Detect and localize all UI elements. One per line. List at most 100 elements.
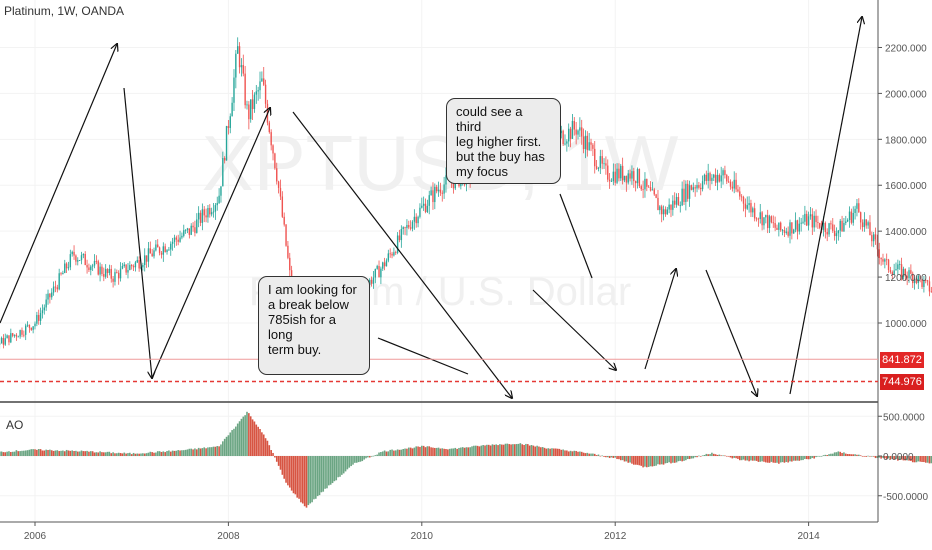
candle-body [923,280,925,287]
candle-body [220,186,222,196]
candle-body [674,200,676,205]
candle-body [634,181,637,184]
ao-bar [95,452,98,456]
ao-bar [231,430,233,456]
candle-body [603,163,605,165]
candle-body [136,259,138,263]
candle-body [577,130,579,135]
candle-body [144,255,146,266]
ao-bar [830,453,832,456]
ao-bar [712,453,715,456]
ao-bar [460,447,462,456]
candle-body [850,211,853,223]
ao-bar [168,450,170,456]
candle-body [787,231,789,236]
candle-body [236,46,239,54]
ao-bar [696,456,698,458]
ao-bar [835,452,838,456]
ao-bar [465,447,468,456]
ao-bar [486,444,488,456]
ao-bar [582,452,585,456]
ao-bar [882,456,884,458]
candle-body [746,205,748,209]
ao-bar [147,452,150,456]
callout-buy-level[interactable]: I am looking for a break below 785ish fo… [258,276,370,375]
candle-body [720,175,722,182]
candle-body [10,333,12,343]
ao-bar [681,456,683,462]
candle-body [664,209,667,215]
ao-bar [227,435,230,456]
ao-bar [320,456,323,493]
ao-bar [158,451,161,456]
ao-bar [694,456,696,458]
candle-body [582,136,585,150]
candle-body [800,222,802,224]
candle-body [586,135,589,151]
ao-bar [731,456,734,459]
ao-bar [614,456,616,458]
ao-bar [363,456,365,460]
candle-body [86,264,88,268]
candle-body [393,252,395,256]
candle-body [910,270,912,274]
drawn-arrows[interactable] [0,17,862,398]
candle-body [869,222,871,236]
candle-body [915,278,918,283]
candle-body [677,196,680,206]
ao-bar [249,416,252,456]
callout-third-leg[interactable]: could see a third leg higher first. but … [446,98,561,184]
candle-body [711,177,713,181]
candle-body [194,227,196,233]
ao-bar [426,446,429,456]
ao-bar [441,448,444,456]
ao-bar [324,456,326,489]
candle-body [117,272,120,279]
candle-body [378,266,380,278]
ao-bar [448,448,451,456]
ao-bar [746,456,749,461]
candle-body [408,225,410,228]
ao-bar [112,452,114,456]
candle-body [739,191,741,197]
ao-bar [900,456,903,460]
ao-bar [910,456,912,461]
candle-body [417,216,419,224]
ao-bar [579,451,581,456]
ao-bar [517,443,520,456]
ao-bar [255,424,258,456]
candle-body [659,206,661,211]
ao-bar [274,456,276,458]
candle-body [289,257,291,271]
candle-body [78,260,81,261]
candle-body [646,178,648,187]
candle-body [409,227,412,229]
ao-bar [300,456,302,503]
ao-bar [526,444,529,456]
ao-bar [500,444,503,456]
candle-body [856,203,858,209]
ao-bar [56,450,59,456]
candle-body [737,189,739,192]
ao-bar [586,452,589,456]
ao-bar [647,456,650,467]
ao-bar [326,456,328,489]
candle-body [886,259,888,261]
ao-bar [666,456,669,464]
ao-bar [701,455,704,457]
candle-body [908,270,910,279]
ao-bar [119,453,122,456]
ao-bar [181,450,183,456]
x-tick-label: 2014 [797,531,820,542]
ao-tick-label: -500.0000 [883,492,928,503]
candle-body [854,208,856,213]
ao-bar [406,448,408,456]
ao-bar [659,456,661,465]
ao-bar [450,448,453,456]
ao-bar [103,452,105,456]
candle-body [859,212,862,223]
ao-bar [690,456,693,459]
ao-bar [510,444,512,456]
ao-bar [69,450,72,456]
